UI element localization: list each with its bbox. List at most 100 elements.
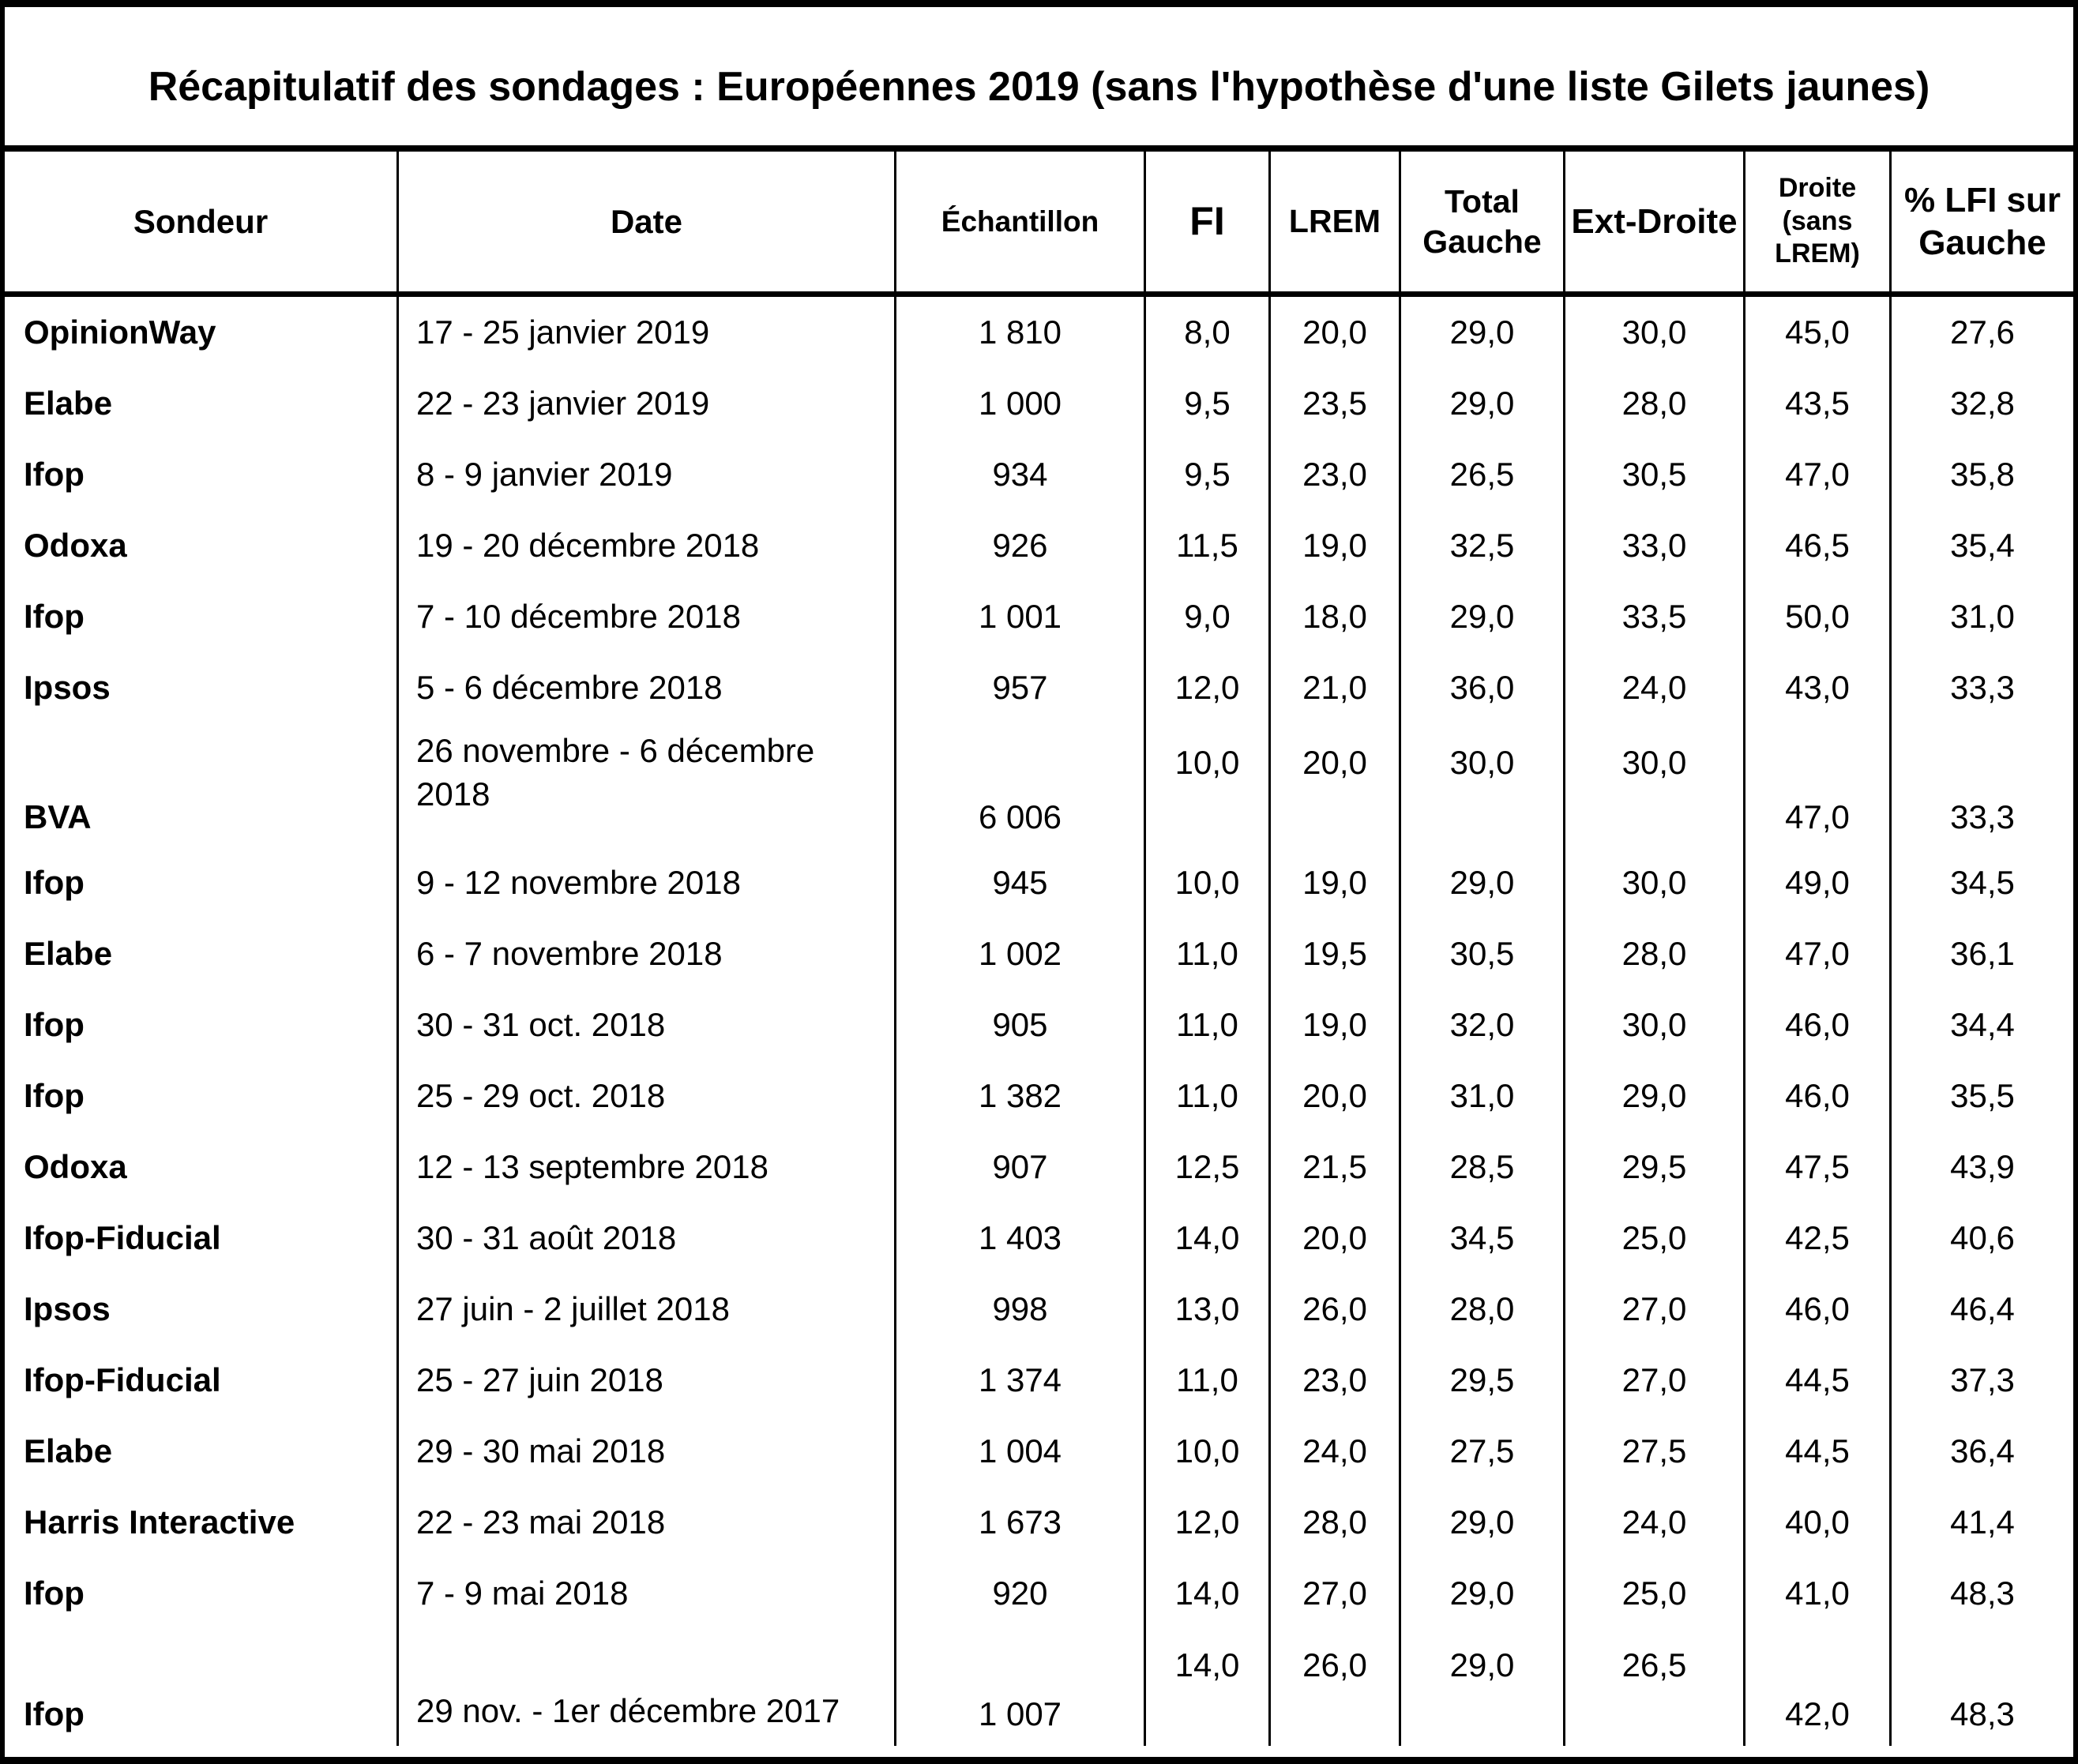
cell-fi: 11,0: [1144, 918, 1268, 989]
cell-lrem: 21,5: [1268, 1132, 1399, 1203]
cell-echantillon: 1 004: [894, 1416, 1144, 1487]
cell-pct-lfi-sur-gauche: 34,4: [1889, 989, 2073, 1060]
cell-droite-sans-lrem: 43,5: [1743, 368, 1889, 439]
cell-ext-droite: 27,0: [1563, 1345, 1743, 1416]
cell-pct-lfi-sur-gauche: 35,4: [1889, 510, 2073, 581]
cell-sondeur: Ifop: [24, 1695, 85, 1732]
cell-ext-droite: 30,0: [1563, 297, 1743, 368]
cell-date: 19 - 20 décembre 2018: [396, 510, 894, 581]
page-title: Récapitulatif des sondages : Européennes…: [148, 63, 1930, 110]
cell-ext-droite: 24,0: [1563, 1487, 1743, 1558]
cell-total-gauche: 29,0: [1399, 847, 1563, 918]
column-header-pct-lfi-sur-gauche: % LFI sur Gauche: [1889, 152, 2073, 291]
cell-date: 27 juin - 2 juillet 2018: [396, 1274, 894, 1345]
cell-lrem: 18,0: [1268, 581, 1399, 652]
cell-pct-lfi-sur-gauche: 36,1: [1889, 918, 2073, 989]
cell-date: 29 nov. - 1er décembre 2017: [396, 1629, 894, 1746]
cell-pct-lfi-sur-gauche: 37,3: [1889, 1345, 2073, 1416]
cell-pct-lfi-sur-gauche: 43,9: [1889, 1132, 2073, 1203]
cell-total-gauche: 29,0: [1399, 368, 1563, 439]
cell-droite-sans-lrem: 49,0: [1743, 847, 1889, 918]
cell-droite-sans-lrem: 44,5: [1743, 1416, 1889, 1487]
cell-sondeur: Ipsos: [24, 669, 111, 706]
cell-fi: 14,0: [1144, 1558, 1268, 1629]
cell-total-gauche: 29,5: [1399, 1345, 1563, 1416]
cell-date: 6 - 7 novembre 2018: [396, 918, 894, 989]
cell-lrem: 21,0: [1268, 652, 1399, 723]
cell-sondeur: Ifop: [24, 456, 85, 493]
cell-fi: 11,0: [1144, 1060, 1268, 1132]
cell-date: 7 - 9 mai 2018: [396, 1558, 894, 1629]
column-header-total-gauche: Total Gauche: [1399, 152, 1563, 291]
column-header-ext-droite: Ext-Droite: [1563, 152, 1743, 291]
cell-fi: 11,5: [1144, 510, 1268, 581]
column-header-droite-sans-lrem: Droite (sans LREM): [1743, 152, 1889, 291]
table-row: Ifop 8 - 9 janvier 2019 934 9,5 23,0 26,…: [5, 439, 2073, 510]
table-row: Ifop 7 - 10 décembre 2018 1 001 9,0 18,0…: [5, 581, 2073, 652]
cell-date: 29 - 30 mai 2018: [396, 1416, 894, 1487]
cell-lrem: 20,0: [1268, 1203, 1399, 1274]
cell-ext-droite: 29,5: [1563, 1132, 1743, 1203]
cell-sondeur: Elabe: [24, 385, 113, 422]
cell-total-gauche: 32,0: [1399, 989, 1563, 1060]
table-row: Ifop-Fiducial 25 - 27 juin 2018 1 374 11…: [5, 1345, 2073, 1416]
cell-sondeur: Ipsos: [24, 1290, 111, 1327]
cell-echantillon: 6 006: [894, 723, 1144, 847]
table-row: Ifop 7 - 9 mai 2018 920 14,0 27,0 29,0 2…: [5, 1558, 2073, 1629]
cell-fi: 12,0: [1144, 1487, 1268, 1558]
cell-sondeur: BVA: [24, 798, 92, 835]
cell-droite-sans-lrem: 47,0: [1743, 918, 1889, 989]
cell-sondeur: OpinionWay: [24, 313, 216, 351]
table-row: Ifop 25 - 29 oct. 2018 1 382 11,0 20,0 3…: [5, 1060, 2073, 1132]
cell-total-gauche: 29,0: [1399, 1629, 1563, 1746]
cell-lrem: 19,0: [1268, 989, 1399, 1060]
cell-lrem: 26,0: [1268, 1629, 1399, 1746]
cell-ext-droite: 33,5: [1563, 581, 1743, 652]
table-row: Ifop 29 nov. - 1er décembre 2017 1 007 1…: [5, 1629, 2073, 1746]
cell-ext-droite: 28,0: [1563, 918, 1743, 989]
cell-fi: 14,0: [1144, 1629, 1268, 1746]
cell-date: 7 - 10 décembre 2018: [396, 581, 894, 652]
cell-date: 12 - 13 septembre 2018: [396, 1132, 894, 1203]
cell-fi: 12,0: [1144, 652, 1268, 723]
cell-sondeur: Ifop: [24, 864, 85, 901]
cell-pct-lfi-sur-gauche: 36,4: [1889, 1416, 2073, 1487]
cell-sondeur: Ifop: [24, 1006, 85, 1043]
cell-total-gauche: 29,0: [1399, 1487, 1563, 1558]
cell-total-gauche: 28,0: [1399, 1274, 1563, 1345]
cell-total-gauche: 30,5: [1399, 918, 1563, 989]
cell-lrem: 20,0: [1268, 297, 1399, 368]
cell-fi: 9,0: [1144, 581, 1268, 652]
cell-droite-sans-lrem: 46,0: [1743, 1060, 1889, 1132]
cell-echantillon: 1 007: [894, 1629, 1144, 1746]
cell-pct-lfi-sur-gauche: 40,6: [1889, 1203, 2073, 1274]
cell-ext-droite: 25,0: [1563, 1558, 1743, 1629]
cell-sondeur: Ifop: [24, 598, 85, 635]
table-row: Elabe 29 - 30 mai 2018 1 004 10,0 24,0 2…: [5, 1416, 2073, 1487]
cell-droite-sans-lrem: 40,0: [1743, 1487, 1889, 1558]
cell-echantillon: 1 673: [894, 1487, 1144, 1558]
cell-fi: 9,5: [1144, 368, 1268, 439]
table-header-row: Sondeur Date Échantillon FI LREM Total G…: [5, 152, 2073, 297]
column-header-fi: FI: [1144, 152, 1268, 291]
cell-lrem: 27,0: [1268, 1558, 1399, 1629]
cell-sondeur: Odoxa: [24, 1148, 127, 1185]
cell-fi: 11,0: [1144, 989, 1268, 1060]
cell-sondeur: Ifop-Fiducial: [24, 1361, 221, 1398]
cell-echantillon: 945: [894, 847, 1144, 918]
cell-ext-droite: 30,0: [1563, 847, 1743, 918]
cell-ext-droite: 27,5: [1563, 1416, 1743, 1487]
cell-date: 30 - 31 oct. 2018: [396, 989, 894, 1060]
cell-echantillon: 1 810: [894, 297, 1144, 368]
cell-lrem: 20,0: [1268, 1060, 1399, 1132]
cell-ext-droite: 25,0: [1563, 1203, 1743, 1274]
cell-pct-lfi-sur-gauche: 34,5: [1889, 847, 2073, 918]
cell-date: 8 - 9 janvier 2019: [396, 439, 894, 510]
cell-sondeur: Ifop: [24, 1077, 85, 1114]
cell-pct-lfi-sur-gauche: 35,8: [1889, 439, 2073, 510]
cell-date: 30 - 31 août 2018: [396, 1203, 894, 1274]
cell-droite-sans-lrem: 45,0: [1743, 297, 1889, 368]
cell-pct-lfi-sur-gauche: 32,8: [1889, 368, 2073, 439]
cell-echantillon: 1 002: [894, 918, 1144, 989]
cell-droite-sans-lrem: 46,0: [1743, 1274, 1889, 1345]
